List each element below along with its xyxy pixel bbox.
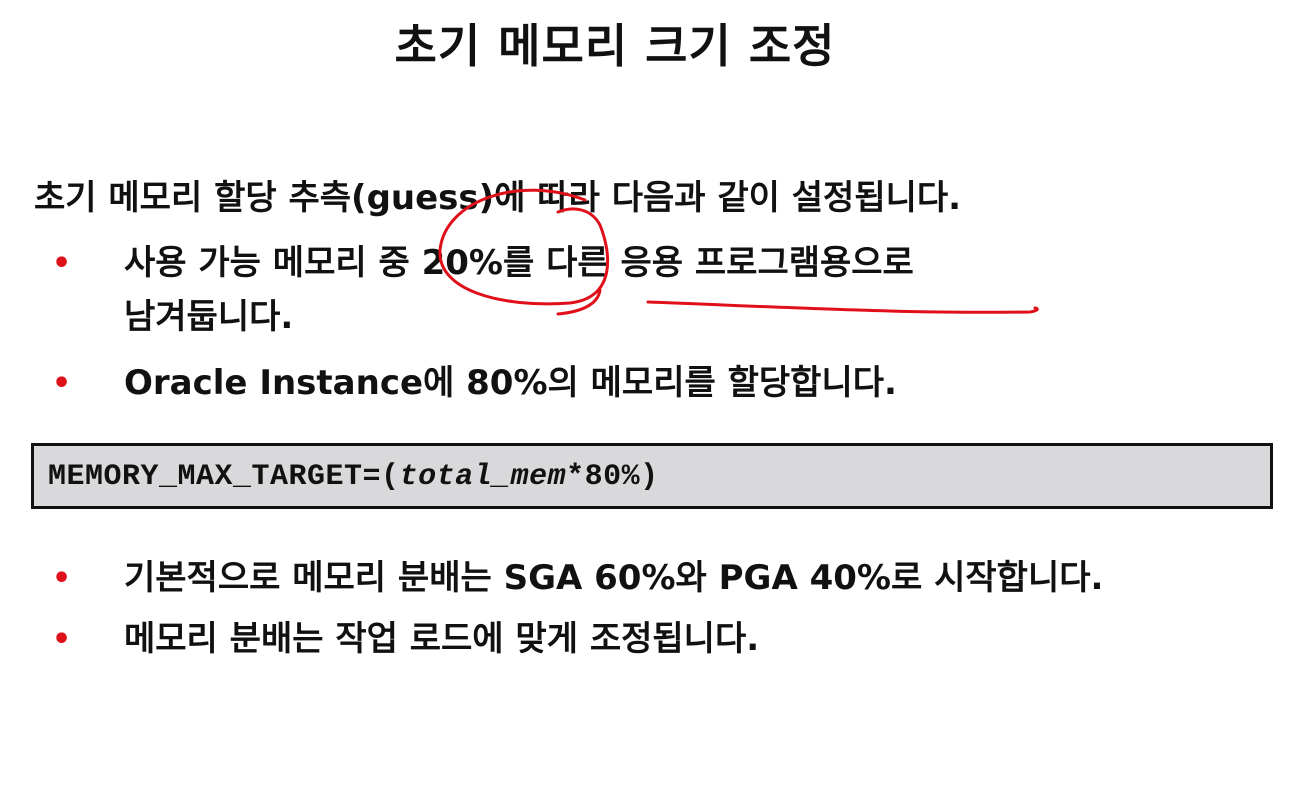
bullet-dot-icon: •: [52, 246, 72, 281]
code-text: MEMORY_MAX_TARGET=(total_mem*80%): [48, 460, 659, 494]
code-box: MEMORY_MAX_TARGET=(total_mem*80%): [31, 443, 1273, 509]
code-prefix: MEMORY_MAX_TARGET=(: [48, 460, 400, 494]
bullet-text: Oracle Instance에 80%의 메모리를 할당합니다.: [124, 363, 897, 403]
bullet-dot-icon: •: [52, 561, 72, 596]
bullet-dot-icon: •: [52, 366, 72, 401]
bullet-text: 메모리 분배는 작업 로드에 맞게 조정됩니다.: [124, 619, 760, 659]
code-variable: total_mem: [399, 460, 567, 494]
intro-text: 초기 메모리 할당 추측(guess)에 따라 다음과 같이 설정됩니다.: [34, 178, 962, 218]
bullet-text: 기본적으로 메모리 분배는 SGA 60%와 PGA 40%로 시작합니다.: [124, 558, 1104, 598]
code-suffix: *80%): [566, 460, 659, 494]
bullet-text: 사용 가능 메모리 중 20%를 다른 응용 프로그램용으로 남겨둡니다.: [124, 236, 914, 344]
slide-title: 초기 메모리 크기 조정: [394, 19, 836, 73]
bullet-text-line: 남겨둡니다.: [124, 297, 294, 337]
bullet-text-line: 사용 가능 메모리 중 20%를 다른 응용 프로그램용으로: [124, 243, 914, 283]
bullet-dot-icon: •: [52, 622, 72, 657]
